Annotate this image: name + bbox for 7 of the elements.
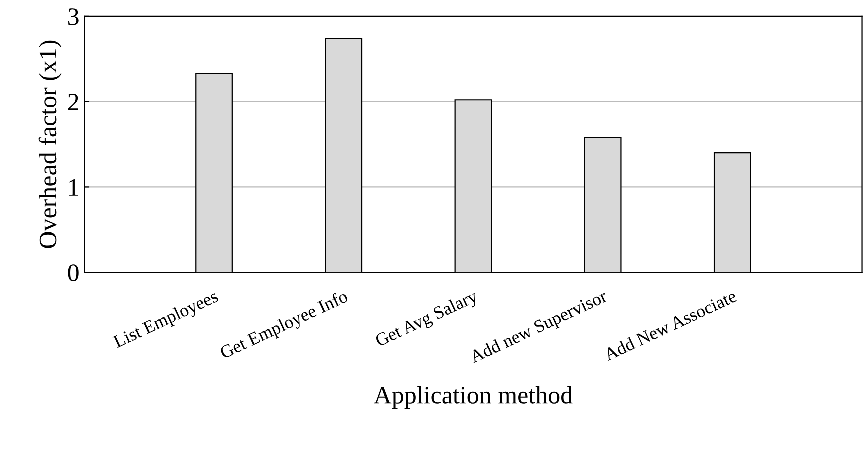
y-tick-label: 0 (68, 264, 79, 282)
x-axis-title: Application method (374, 386, 573, 409)
y-tick-label: 2 (68, 94, 78, 111)
y-tick-label: 3 (68, 8, 79, 26)
y-tick-label: 1 (70, 179, 78, 196)
y-axis-title: Overhead factor (x1) (38, 40, 62, 248)
x-tick-label: Get Avg Salary (374, 289, 480, 350)
